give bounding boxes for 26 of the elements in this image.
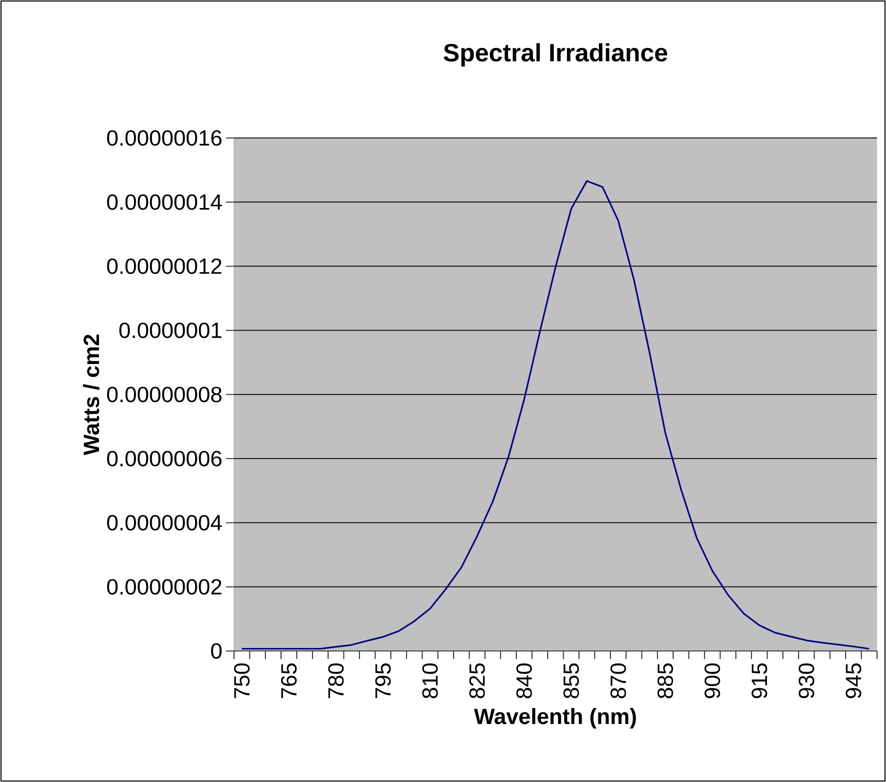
x-tick-label: 825	[469, 663, 485, 698]
y-tick-label: 0.00000002	[107, 579, 222, 595]
y-tick-label: 0.00000016	[107, 130, 222, 146]
x-tick-label: 885	[658, 663, 674, 698]
y-tick-label: 0.00000004	[107, 514, 222, 531]
x-tick-label: 795	[375, 663, 391, 698]
x-tick-label: 855	[563, 663, 579, 698]
chart-title: Spectral Irradiance	[444, 43, 668, 66]
y-tick-label: 0.00000012	[107, 258, 222, 274]
x-tick-label: 900	[704, 663, 720, 698]
y-tick-label: 0	[211, 643, 222, 659]
x-tick-label: 930	[798, 663, 814, 698]
x-tick-label: 840	[516, 663, 532, 698]
y-tick-label: 0.0000001	[119, 322, 222, 338]
x-tick-label: 870	[610, 663, 626, 698]
x-axis-title: Wavelenth (nm)	[474, 708, 636, 729]
x-tick-label: 945	[846, 663, 862, 698]
y-tick-label: 0.00000014	[107, 194, 222, 210]
y-tick-label: 0.00000008	[107, 386, 222, 402]
x-tick-label: 915	[752, 663, 768, 698]
x-tick-label: 780	[328, 663, 344, 698]
x-tick-label: 810	[422, 663, 438, 698]
x-tick-label: 765	[281, 663, 297, 698]
y-axis-title: Watts / cm2	[83, 334, 100, 456]
y-tick-label: 0.00000006	[107, 450, 222, 466]
x-tick-label: 750	[234, 663, 250, 698]
